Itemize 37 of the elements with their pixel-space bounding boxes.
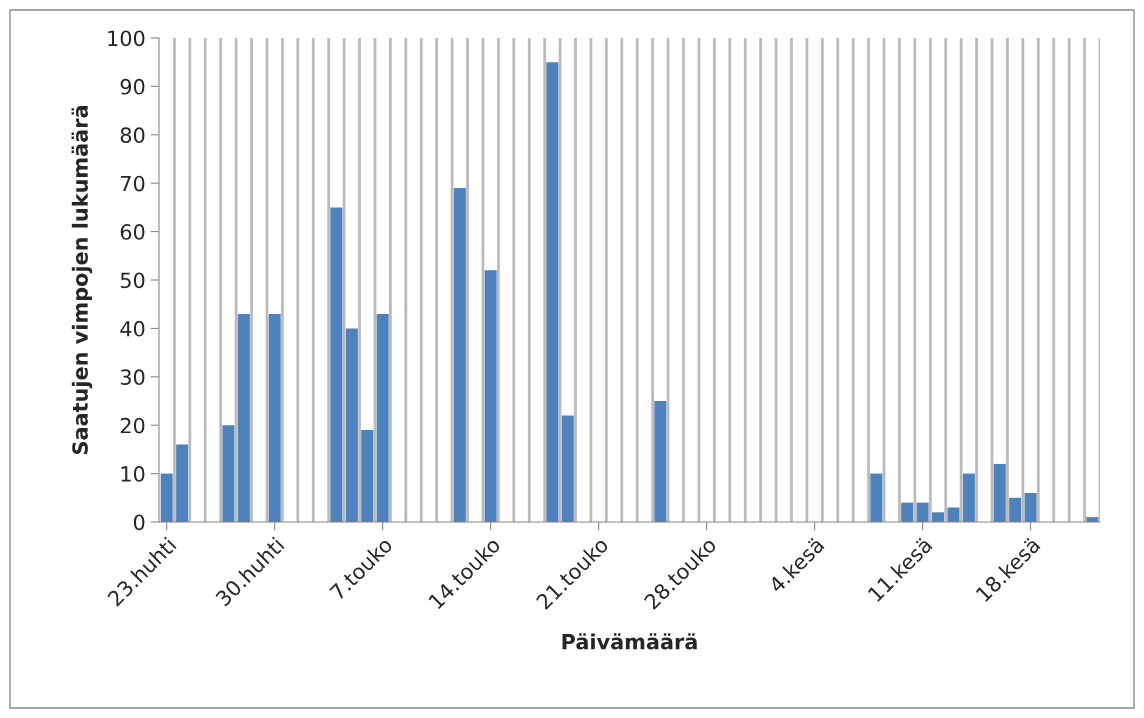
bar (1009, 497, 1022, 522)
bar (160, 473, 173, 522)
y-tick-label: 30 (120, 369, 145, 386)
y-axis-title: Saatujen vimpojen lukumäärä (71, 106, 93, 455)
bar (237, 313, 250, 522)
bar (376, 313, 389, 522)
bar (453, 188, 466, 522)
bar (962, 473, 975, 522)
y-tick-label: 50 (120, 272, 145, 289)
x-axis-title: Päivämäärä (562, 633, 697, 650)
bar (901, 502, 914, 522)
y-tick-label: 90 (120, 78, 145, 95)
bar (222, 425, 235, 522)
bar (176, 444, 189, 522)
bar (993, 463, 1006, 522)
y-tick-label: 0 (133, 514, 145, 531)
y-tick-label: 40 (120, 320, 145, 337)
y-tick-label: 20 (120, 417, 145, 434)
bar (932, 512, 945, 522)
bar (1024, 492, 1037, 522)
bar (484, 270, 497, 522)
y-tick-label: 100 (108, 30, 145, 47)
bar (947, 507, 960, 522)
bar (268, 313, 281, 522)
y-tick-label: 80 (120, 127, 145, 144)
bar (1086, 517, 1099, 522)
bar (330, 207, 343, 522)
y-tick-label: 70 (121, 175, 145, 192)
bar (870, 473, 883, 522)
bar (654, 401, 667, 522)
y-tick-label: 10 (121, 466, 145, 482)
bar (916, 502, 929, 522)
bar (546, 62, 559, 522)
y-tick-label: 60 (120, 224, 145, 240)
bar (345, 328, 358, 522)
bar (561, 415, 574, 522)
bar (361, 430, 374, 522)
